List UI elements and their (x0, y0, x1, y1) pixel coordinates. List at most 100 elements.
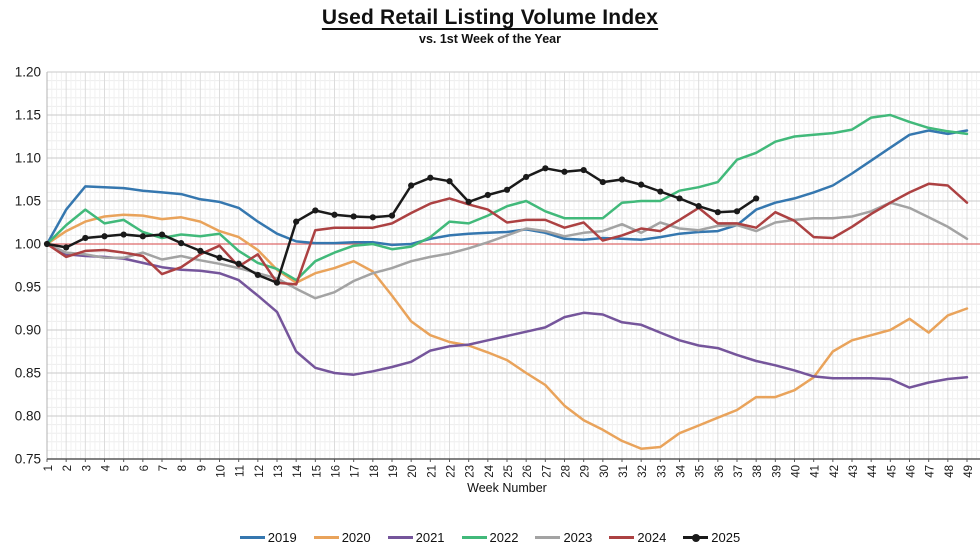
series-marker-2025 (695, 203, 702, 210)
series-marker-2025 (657, 188, 664, 195)
legend-label-2024: 2024 (637, 530, 667, 545)
x-tick-label: 30 (599, 465, 611, 478)
x-tick-label: 11 (235, 465, 247, 477)
series-line-2024 (45, 182, 969, 286)
gridlines-major (46, 71, 980, 460)
legend-label-2023: 2023 (563, 530, 593, 545)
series-marker-2025 (618, 176, 626, 183)
x-tick-label: 28 (561, 465, 573, 478)
x-tick-label: 32 (637, 465, 649, 478)
x-tick-label: 18 (369, 465, 381, 478)
series-marker-2025 (446, 178, 453, 185)
x-tick-label: 27 (541, 465, 553, 478)
x-tick-label: 19 (388, 465, 400, 478)
series-line-2025 (45, 167, 758, 284)
x-tick-label: 35 (695, 465, 707, 478)
series-marker-2025 (158, 231, 166, 238)
x-tick-label: 13 (273, 465, 285, 478)
title-block: Used Retail Listing Volume Index vs. 1st… (0, 6, 980, 46)
series-marker-2025 (197, 247, 204, 254)
legend-swatch-2019 (239, 536, 265, 539)
x-tick-label: 7 (158, 465, 170, 471)
series-marker-2025 (638, 181, 645, 188)
x-tick-label: 36 (714, 465, 726, 478)
series-2025 (43, 165, 760, 286)
series-marker-2025 (254, 271, 261, 279)
x-tick-label: 9 (196, 465, 208, 471)
x-tick-label: 16 (331, 465, 343, 478)
legend-swatch-2022 (461, 536, 487, 539)
x-tick-label: 24 (484, 464, 496, 477)
series-line-2023 (45, 201, 969, 300)
series-2022 (45, 113, 969, 282)
x-tick-label: 2 (62, 465, 74, 471)
series-marker-2025 (235, 260, 242, 267)
series-marker-2025 (503, 186, 511, 193)
legend: 2019 2020 2021 2022 2023 2024 2025 (0, 530, 980, 545)
series-marker-2025 (178, 240, 185, 247)
gridlines-minor (47, 72, 980, 459)
series-2019 (45, 129, 969, 247)
y-tick-label: 0.75 (15, 452, 41, 467)
x-tick-label: 43 (848, 465, 860, 478)
y-tick-label: 0.90 (15, 323, 41, 338)
x-tick-label: 48 (944, 465, 956, 478)
series-marker-2025 (733, 208, 741, 215)
series-marker-2025 (465, 198, 472, 205)
x-tick-label: 3 (81, 465, 93, 471)
series-marker-2025 (63, 244, 70, 251)
legend-swatch-2021 (387, 536, 413, 539)
x-tick-label: 49 (963, 465, 975, 478)
series-2021 (45, 242, 969, 389)
legend-swatch-2020 (313, 536, 339, 539)
x-tick-label: 37 (733, 465, 745, 478)
x-tick-label: 1 (43, 465, 55, 471)
series-marker-2025 (599, 178, 606, 186)
series-marker-2025 (408, 182, 415, 189)
x-tick-label: 39 (771, 465, 783, 478)
legend-label-2025: 2025 (711, 530, 741, 545)
y-tick-label: 0.95 (15, 280, 41, 295)
y-tick-label: 1.00 (15, 237, 41, 252)
legend-item-2023: 2023 (535, 530, 592, 545)
legend-item-2022: 2022 (461, 530, 518, 545)
series-marker-2025 (523, 173, 530, 181)
series-marker-2025 (484, 191, 491, 199)
series-line-2019 (45, 129, 969, 247)
series-marker-2025 (561, 168, 568, 175)
x-tick-label: 25 (503, 465, 515, 478)
x-tick-label: 38 (752, 465, 764, 478)
legend-marker-dot (692, 533, 701, 542)
series-marker-2025 (273, 279, 281, 286)
x-tick-label: 6 (139, 465, 151, 471)
x-tick-label: 20 (407, 465, 419, 478)
y-tick-label: 1.20 (15, 65, 41, 80)
x-tick-label: 40 (791, 465, 803, 478)
x-tick-label: 8 (177, 465, 189, 471)
x-tick-label: 17 (350, 465, 362, 478)
x-tick-label: 46 (906, 465, 918, 478)
x-tick-label: 12 (254, 465, 266, 478)
series-marker-2025 (139, 233, 146, 240)
y-tick-label: 0.80 (15, 409, 41, 424)
legend-item-2024: 2024 (609, 530, 666, 545)
x-tick-label: 15 (311, 465, 323, 478)
x-tick-label: 42 (829, 465, 841, 478)
x-tick-label: 44 (867, 464, 879, 477)
series-marker-2025 (753, 195, 760, 202)
chart-subtitle: vs. 1st Week of the Year (419, 32, 561, 46)
series-marker-2025 (676, 195, 683, 202)
legend-item-2025: 2025 (683, 530, 740, 545)
series-marker-2025 (82, 234, 89, 242)
x-axis-labels: 1 2 3 4 5 6 7 8 9 10 11 12 13 14 15 16 17 18 19 20 21 22 23 24 2… (43, 464, 975, 477)
x-tick-label: 31 (618, 465, 630, 478)
x-tick-label: 4 (101, 464, 113, 471)
series-marker-2025 (216, 254, 223, 261)
legend-swatch-2023 (535, 536, 561, 539)
legend-item-2019: 2019 (239, 530, 297, 545)
series-marker-2025 (542, 165, 549, 172)
axes (46, 72, 980, 462)
x-tick-label: 47 (925, 465, 937, 478)
